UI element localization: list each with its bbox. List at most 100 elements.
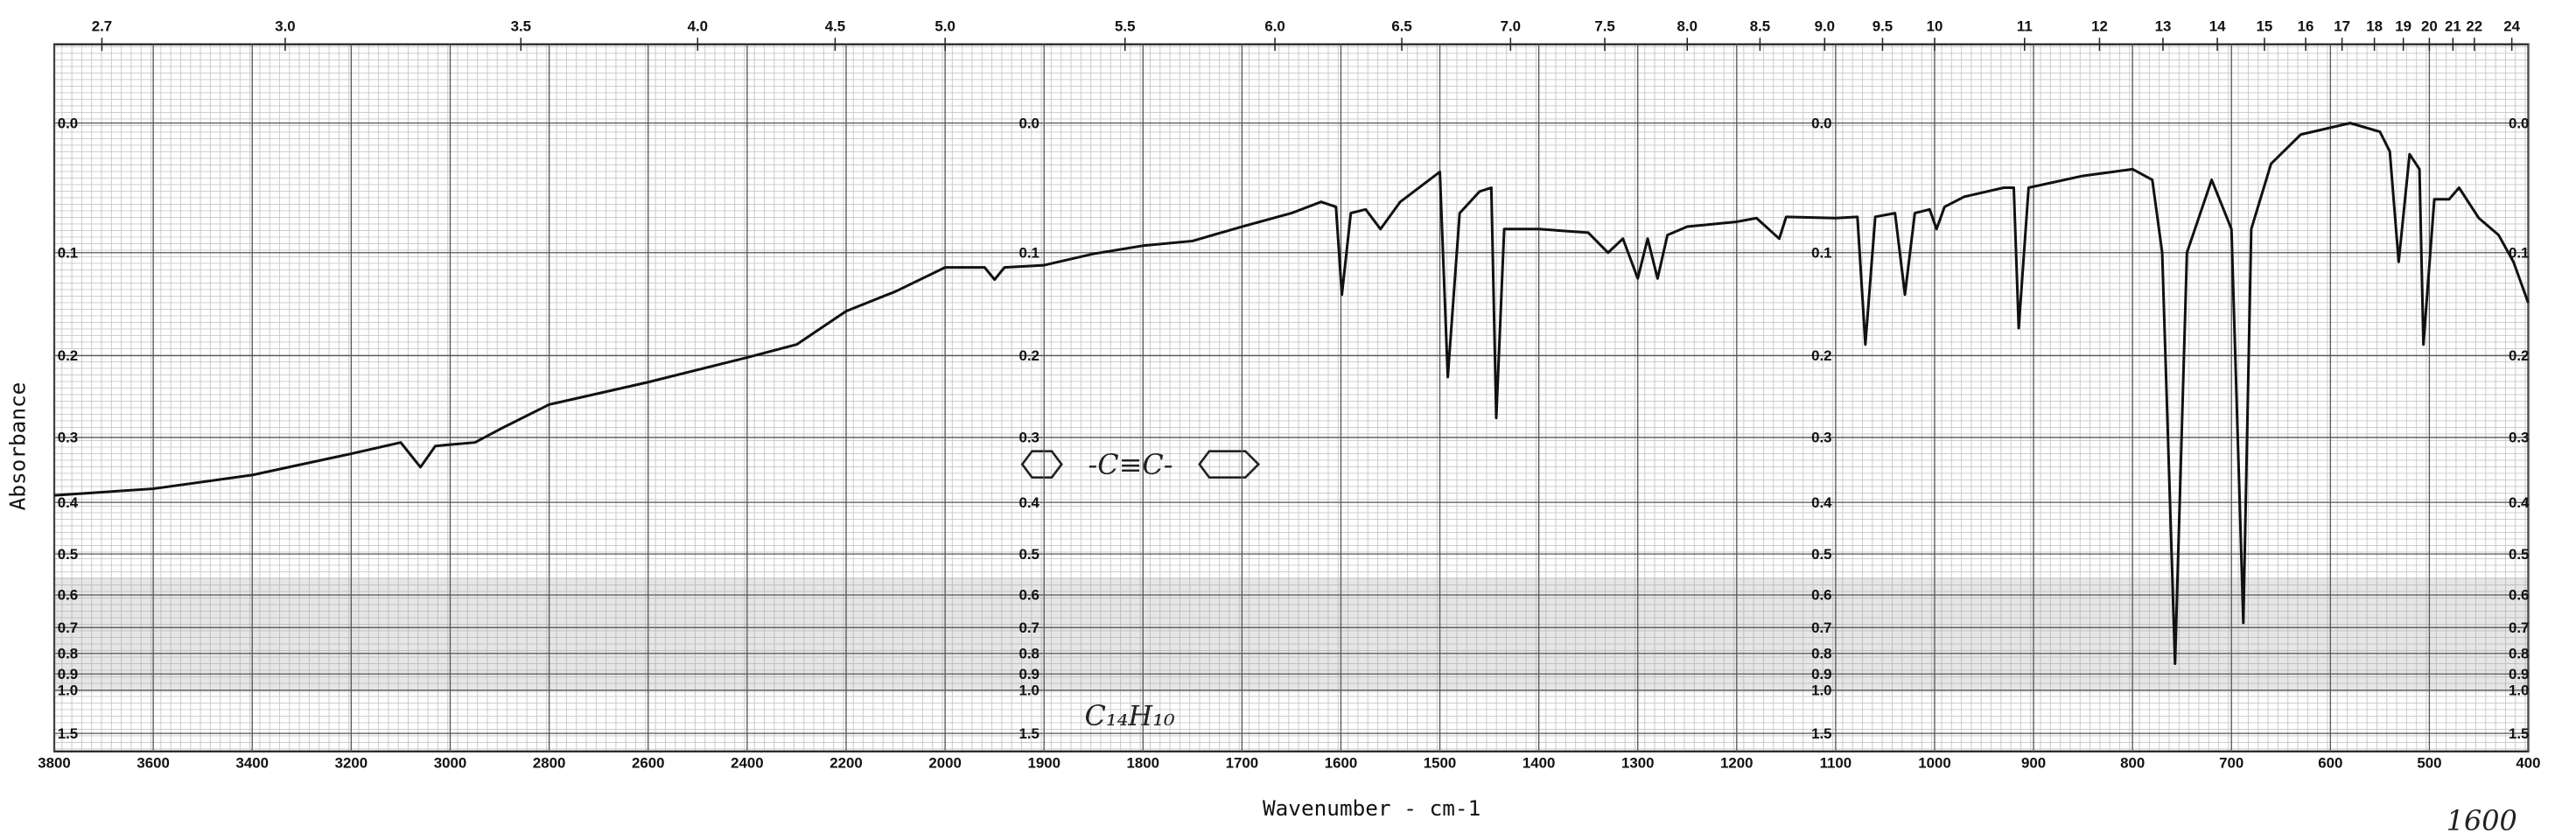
top-tick-label: 4.0	[688, 18, 708, 35]
x-tick-label: 1800	[1127, 755, 1160, 772]
top-tick-label: 22	[2466, 18, 2482, 35]
x-tick-label: 400	[2516, 755, 2540, 772]
x-tick-label: 600	[2318, 755, 2342, 772]
y-tick-label: 0.8	[58, 645, 78, 662]
x-tick-label: 1100	[1820, 755, 1852, 772]
top-tick-label: 6.0	[1264, 18, 1284, 35]
y-tick-label: 1.0	[58, 682, 78, 698]
y-tick-label: 0.6	[58, 587, 78, 604]
x-tick-label: 2400	[731, 755, 764, 772]
y-tick-label: 0.0	[1811, 115, 1831, 131]
shaded-band	[54, 578, 2529, 693]
y-tick-label: 0.9	[1811, 666, 1831, 682]
y-tick-label: 0.7	[1019, 620, 1040, 636]
top-tick-label: 8.5	[1750, 18, 1770, 35]
y-tick-label: 0.3	[1019, 430, 1040, 446]
x-tick-label: 3000	[434, 755, 467, 772]
y-tick-label: 0.3	[1811, 430, 1831, 446]
benzene-ring	[1198, 450, 1261, 479]
y-tick-label: 1.0	[2509, 682, 2529, 698]
x-tick-label: 2200	[830, 755, 863, 772]
x-tick-label: 2800	[533, 755, 566, 772]
x-tick-label: 1200	[1720, 755, 1754, 772]
top-tick-label: 7.5	[1594, 18, 1614, 35]
y-tick-label: 0.5	[1019, 546, 1040, 563]
x-tick-label: 900	[2021, 755, 2046, 772]
x-tick-label: 700	[2219, 755, 2244, 772]
top-tick-label: 19	[2395, 18, 2412, 35]
y-tick-label: 1.0	[1811, 682, 1831, 698]
x-tick-label: 1500	[1424, 755, 1457, 772]
top-tick-label: 13	[2155, 18, 2172, 35]
y-tick-label: 0.0	[1019, 115, 1040, 131]
y-tick-label: 0.4	[2509, 494, 2530, 511]
y-tick-label: 1.5	[1811, 725, 1831, 742]
spectrum-line	[53, 122, 2530, 665]
y-tick-label: 1.5	[1019, 725, 1040, 742]
y-tick-label: 0.5	[58, 546, 78, 563]
top-tick-label: 14	[2209, 18, 2226, 35]
y-tick-label: 0.5	[2509, 546, 2529, 563]
x-tick-label: 3200	[335, 755, 368, 772]
y-tick-label: 0.4	[58, 494, 79, 511]
top-tick-label: 9.0	[1815, 18, 1835, 35]
x-tick-label: 1300	[1621, 755, 1655, 772]
x-tick-label: 1900	[1027, 755, 1060, 772]
structure-drawing	[1020, 450, 1261, 479]
y-tick-label: 0.0	[58, 115, 78, 131]
top-tick-label: 11	[2017, 18, 2033, 35]
y-tick-label: 0.6	[1811, 587, 1831, 604]
x-tick-label: 3400	[235, 755, 269, 772]
y-tick-label: 0.0	[2509, 115, 2529, 131]
y-tick-label: 0.7	[58, 620, 78, 636]
y-tick-label: 1.5	[2509, 725, 2529, 742]
x-tick-label: 3600	[136, 755, 170, 772]
y-tick-label: 0.6	[1019, 587, 1040, 604]
structure-text: -C≡C-	[1088, 448, 1173, 481]
x-tick-label: 1400	[1522, 755, 1556, 772]
top-tick-label: 5.5	[1115, 18, 1135, 35]
top-tick-label: 2.7	[92, 18, 112, 35]
y-tick-label: 1.0	[1019, 682, 1040, 698]
y-tick-label: 0.1	[58, 244, 78, 261]
top-tick-label: 20	[2421, 18, 2438, 35]
y-tick-label: 0.5	[1811, 546, 1831, 563]
top-tick-label: 4.5	[825, 18, 845, 35]
y-tick-label: 0.9	[1019, 666, 1040, 682]
y-tick-label: 0.1	[2509, 244, 2529, 261]
formula-annotation: C₁₄H₁₀	[1085, 699, 1175, 732]
top-tick-label: 3.5	[511, 18, 531, 35]
top-tick-label: 9.5	[1872, 18, 1893, 35]
x-tick-label: 1700	[1226, 755, 1259, 772]
y-tick-label: 0.7	[1811, 620, 1831, 636]
top-tick-label: 7.0	[1501, 18, 1521, 35]
y-tick-label: 0.3	[2509, 430, 2529, 446]
top-tick-label: 5.0	[934, 18, 955, 35]
x-tick-label: 3800	[38, 755, 71, 772]
y-tick-label: 0.7	[2509, 620, 2529, 636]
y-tick-label: 0.6	[2509, 587, 2529, 604]
y-tick-label: 0.3	[58, 430, 78, 446]
y-tick-label: 0.9	[58, 666, 78, 682]
x-tick-label: 500	[2417, 755, 2441, 772]
y-tick-label: 0.9	[2509, 666, 2529, 682]
y-tick-label: 0.8	[2509, 645, 2529, 662]
top-tick-label: 3.0	[275, 18, 295, 35]
x-axis-label: Wavenumber - cm-1	[1263, 795, 1480, 821]
top-tick-label: 12	[2091, 18, 2108, 35]
top-tick-label: 6.5	[1391, 18, 1411, 35]
y-tick-label: 0.4	[1019, 494, 1040, 511]
minor-grid	[54, 44, 2529, 752]
y-axis-label: Absorbance	[4, 382, 30, 511]
y-tick-label: 0.2	[1811, 347, 1831, 364]
y-tick-label: 0.8	[1811, 645, 1831, 662]
y-tick-label: 0.4	[1811, 494, 1832, 511]
top-tick-label: 17	[2334, 18, 2350, 35]
y-tick-label: 0.2	[1019, 347, 1040, 364]
y-tick-label: 0.2	[58, 347, 78, 364]
x-tick-label: 2600	[632, 755, 665, 772]
y-tick-label: 0.8	[1019, 645, 1040, 662]
x-tick-label: 800	[2120, 755, 2145, 772]
y-tick-label: 0.1	[1019, 244, 1040, 261]
